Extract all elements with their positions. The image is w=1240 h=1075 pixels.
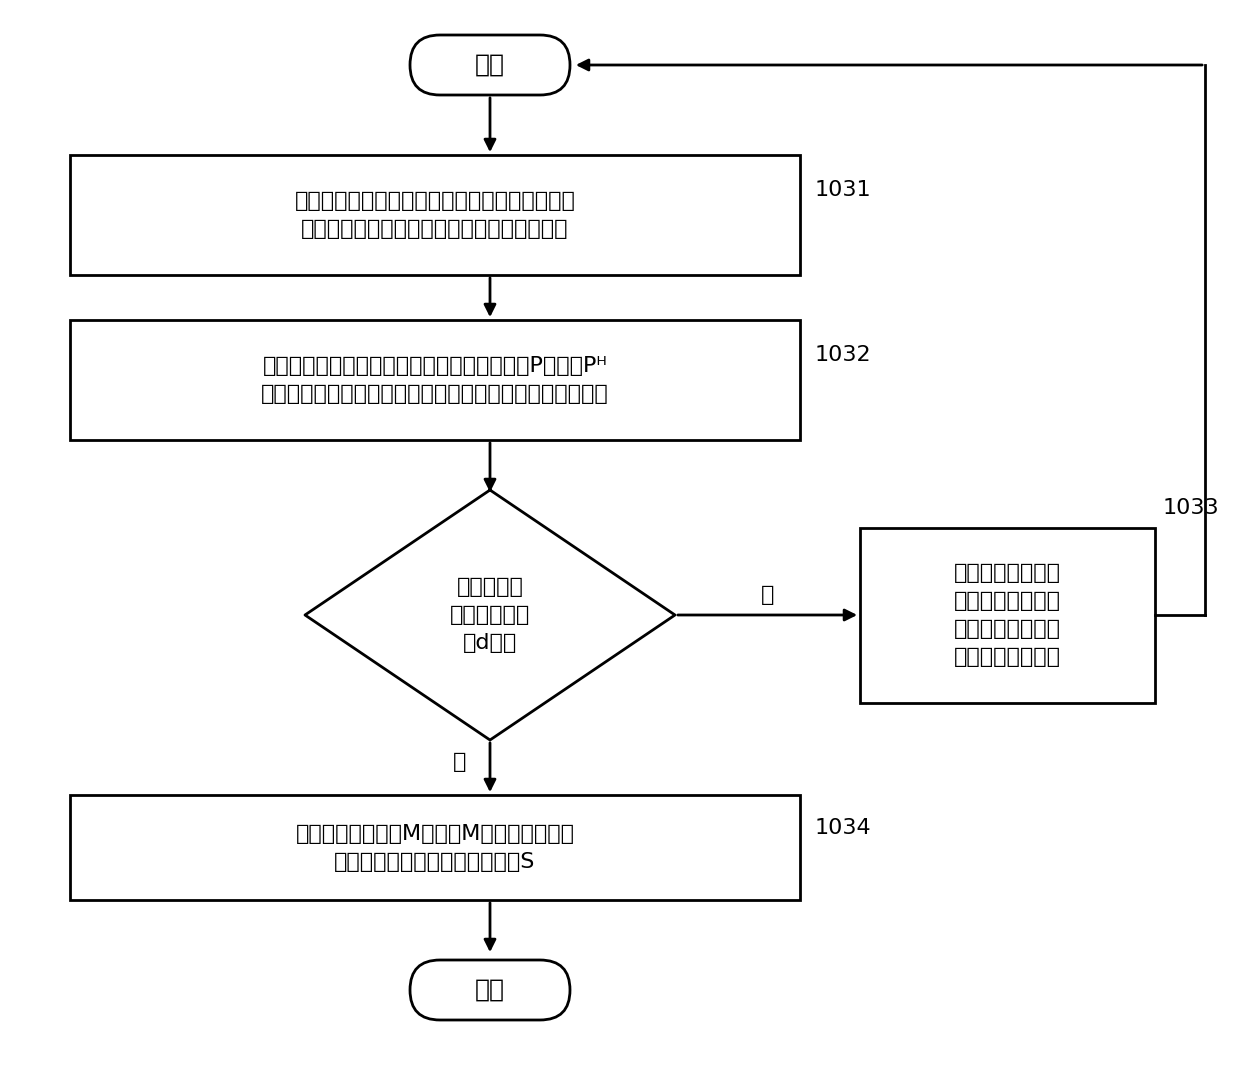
Text: 对输入信号相应时间段对应的信号矩阵进行奇异
値分解、秩一分解，获得波束赋形矩阵的一列: 对输入信号相应时间段对应的信号矩阵进行奇异 値分解、秩一分解，获得波束赋形矩阵的… — [295, 191, 575, 239]
Bar — [861, 528, 1154, 702]
Text: 构造波束赋形矩阵M，使用M的广义逆对原接
收信号进行滤波，获得分离信号S: 构造波束赋形矩阵M，使用M的广义逆对原接 收信号进行滤波，获得分离信号S — [295, 823, 574, 872]
Text: 1034: 1034 — [815, 817, 872, 837]
Text: 结束: 结束 — [475, 978, 505, 1002]
Text: 是: 是 — [454, 752, 466, 772]
FancyBboxPatch shape — [410, 960, 570, 1020]
Text: 1031: 1031 — [815, 180, 872, 200]
Bar — [69, 155, 800, 275]
Text: 是否得到了
波束赋形矩阵
的d个列: 是否得到了 波束赋形矩阵 的d个列 — [450, 577, 531, 653]
Text: 1032: 1032 — [815, 345, 872, 366]
Bar — [69, 796, 800, 900]
Polygon shape — [305, 490, 675, 740]
Bar — [69, 320, 800, 440]
Text: 利用波束赋形矩阵的一列的正交基，构造矩阵P，使用Pᴴ
对输入信号进行滤波，获得降维的不包含第一信号的新信号: 利用波束赋形矩阵的一列的正交基，构造矩阵P，使用Pᴴ 对输入信号进行滤波，获得降… — [262, 356, 609, 404]
FancyBboxPatch shape — [410, 35, 570, 95]
Text: 1033: 1033 — [1163, 498, 1220, 517]
Text: 将获得的降维后不
包含第一信号的新
信号作为下一次迭
代过程的输入信号: 将获得的降维后不 包含第一信号的新 信号作为下一次迭 代过程的输入信号 — [954, 563, 1061, 666]
Text: 否: 否 — [761, 585, 774, 605]
Text: 开始: 开始 — [475, 53, 505, 77]
